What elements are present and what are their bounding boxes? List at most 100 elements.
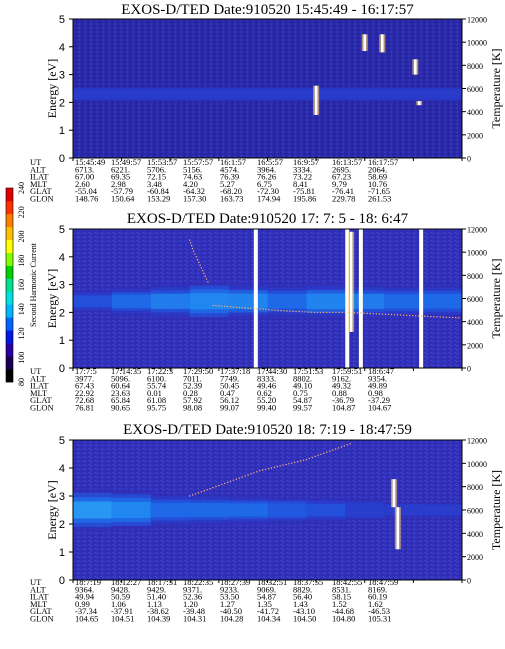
table-cell: 104.28	[220, 614, 243, 624]
spike	[417, 101, 421, 106]
trace-dot	[253, 472, 255, 474]
trace-dot	[337, 447, 340, 449]
trace-dot	[244, 475, 246, 477]
y-tick-label: 4	[59, 463, 65, 475]
table-row-label: ILAT	[30, 592, 49, 602]
trace-dot	[298, 310, 300, 313]
table-cell: 104.39	[147, 614, 170, 624]
table-cell: 17:29:50	[183, 366, 213, 376]
table-cell: 74.63	[183, 172, 202, 182]
trace-dot	[244, 307, 246, 309]
y2-tick-label: 8000	[467, 272, 483, 281]
colorbar: 80 100 120 140 160 180 200 220 240 Second Harmoni…	[5, 182, 38, 386]
trace-dot	[200, 491, 203, 493]
table-cell: 8333.	[257, 373, 276, 383]
energy-band	[73, 86, 463, 102]
table-cell: -76.41	[332, 186, 354, 196]
trace-dot	[346, 444, 348, 446]
trace-dot	[341, 311, 343, 314]
table-cell: 3.48	[147, 179, 162, 189]
table-row-label: ALT	[30, 164, 47, 174]
trace-dot	[264, 468, 267, 471]
table-cell: 9233.	[220, 584, 239, 594]
trace-dot	[307, 311, 309, 313]
table-cell: -37.34	[75, 606, 98, 616]
band-segment	[111, 501, 152, 519]
trace-dot	[192, 250, 195, 252]
table-cell: 8.41	[293, 179, 308, 189]
table-cell: 49.94	[75, 592, 95, 602]
band-segment	[384, 89, 424, 100]
table-cell: -68.20	[220, 186, 242, 196]
table-cell: 98.08	[183, 403, 202, 413]
band-segment	[306, 293, 346, 310]
trace-dot	[226, 481, 229, 484]
trace-dot	[331, 449, 334, 451]
trace-dot	[247, 307, 249, 309]
colorbar-tick-label: 220	[17, 206, 26, 218]
colorbar-swatch	[6, 330, 13, 344]
trace-dot	[405, 314, 408, 317]
y2-tick-label: 10000	[467, 39, 487, 48]
trace-dot	[294, 461, 296, 464]
trace-dot	[384, 313, 387, 315]
table-cell: 18:22:35	[183, 577, 213, 587]
trace-dot	[340, 446, 343, 448]
trace-dot	[436, 316, 438, 318]
table-cell: -44.68	[332, 606, 354, 616]
data-gap	[358, 229, 363, 368]
colorbar-swatch	[6, 369, 13, 383]
trace-dot	[247, 474, 249, 476]
table-cell: 15:49:57	[111, 157, 141, 167]
y2-tick-label: 0	[467, 155, 471, 164]
colorbar-tick-label: 140	[17, 303, 26, 315]
trace-dot	[250, 473, 252, 475]
trace-dot	[226, 305, 229, 308]
table-cell: 1.06	[111, 599, 126, 609]
trace-dot	[302, 459, 305, 461]
table-cell: 18:17:31	[147, 577, 177, 587]
table-cell: 99.07	[220, 403, 239, 413]
table-cell: -71.65	[368, 186, 390, 196]
colorbar-swatch	[6, 356, 13, 370]
y2-tick-label: 12000	[467, 226, 487, 235]
colorbar-tick-label: 120	[17, 328, 26, 340]
table-cell: 16:9:57	[293, 157, 319, 167]
table-cell: 22.92	[75, 388, 94, 398]
band-segment	[267, 89, 307, 100]
ephemeris-table: UT 17:7:5 17:14:35 17:22:3 17:29:50 17:37:18 1…	[30, 366, 394, 413]
trace-dot	[427, 315, 429, 318]
table-cell: -37.29	[368, 395, 390, 405]
band-segment	[73, 295, 113, 308]
band-segment	[384, 294, 424, 309]
trace-dot	[360, 312, 362, 314]
trace-dot	[338, 311, 340, 314]
table-cell: 95.75	[147, 403, 166, 413]
trace-dot	[323, 452, 325, 454]
table-cell: 153.29	[147, 194, 170, 204]
table-cell: 17:7:5	[75, 366, 97, 376]
trace-dot	[366, 312, 368, 315]
table-row-label: GLON	[30, 614, 54, 624]
table-row-label: GLON	[30, 194, 54, 204]
trace-dot	[204, 275, 206, 277]
table-cell: 0.88	[332, 388, 347, 398]
trace-dot	[224, 482, 226, 485]
trace-dot	[409, 314, 411, 317]
trace-dot	[206, 489, 208, 491]
trace-dot	[381, 313, 384, 315]
trace-dot	[424, 315, 426, 317]
trace-dot	[399, 314, 402, 316]
trace-dot	[433, 316, 435, 318]
y2-tick-label: 4000	[467, 318, 483, 327]
trace-dot	[259, 308, 261, 310]
table-cell: -57.79	[111, 186, 133, 196]
table-cell: 6.75	[257, 179, 272, 189]
band-segment	[306, 503, 346, 517]
table-cell: 1.13	[147, 599, 162, 609]
trace-dot	[357, 312, 359, 314]
trace-dot	[224, 305, 226, 308]
table-cell: 57.92	[183, 395, 202, 405]
table-cell: 53.50	[220, 592, 239, 602]
